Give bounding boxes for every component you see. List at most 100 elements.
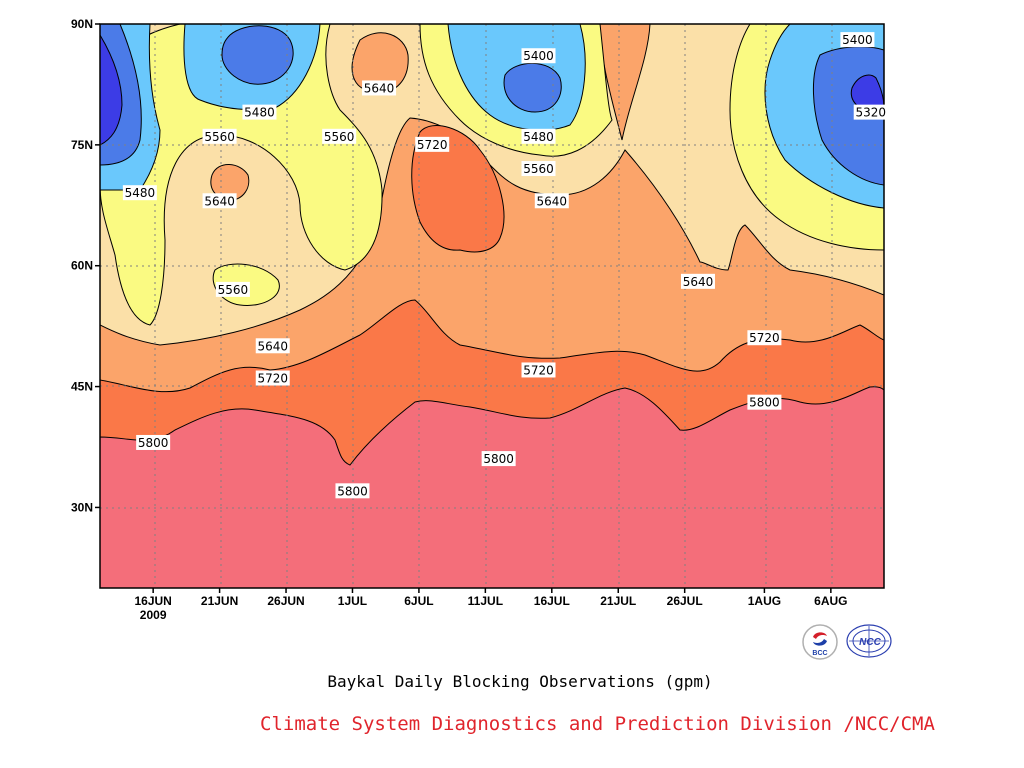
contour-label-text: 5800 (337, 484, 368, 498)
contour-label-text: 5800 (138, 436, 169, 450)
band-lt5320-right (850, 74, 884, 109)
contour-label-box (136, 434, 171, 450)
contour-label-box (747, 330, 782, 346)
contour-label-text: 5480 (125, 186, 156, 200)
x-tick-label: 16JUL (534, 594, 570, 608)
contour-label-text: 5400 (842, 33, 873, 47)
contour-labels: 5800 5800 5800 5800 5720 5720 5720 5720 5640 5640… (122, 32, 888, 499)
contour-label-box (362, 80, 397, 96)
contour-label: 5480 (242, 104, 277, 120)
y-tick-label: 30N (71, 500, 93, 514)
y-axis: 30N 45N 60N 75N 90N (71, 17, 100, 514)
x-tick-label: 26JUN (267, 594, 304, 608)
contour-label: 5400 (840, 32, 875, 48)
contour-label-box (202, 128, 237, 144)
y-tick-label: 45N (71, 380, 93, 394)
contour-fills (100, 24, 884, 588)
contour-label: 5640 (255, 338, 290, 354)
contour-label-text: 5560 (204, 130, 235, 144)
contour-label-box (521, 362, 556, 378)
contour-label-box (335, 483, 370, 499)
y-tick-label: 60N (71, 259, 93, 273)
contour-label-box (255, 338, 290, 354)
contour-label: 5800 (335, 483, 370, 499)
contour-label-box (202, 193, 237, 209)
x-tick-label: 11JUL (468, 594, 503, 608)
x-tick-label: 21JUL (600, 594, 636, 608)
contour-label: 5720 (747, 330, 782, 346)
contour-label-text: 5720 (523, 363, 554, 377)
contour-label-box (122, 185, 157, 201)
contour-label-text: 5800 (483, 452, 514, 466)
contour-label-box (521, 161, 556, 177)
contour-label-text: 5320 (855, 106, 886, 120)
ncc-logo: NCC (845, 623, 893, 659)
contour-label: 5400 (521, 48, 556, 64)
contour-label-text: 5640 (257, 339, 288, 353)
contour-label: 5560 (521, 161, 556, 177)
contour-label: 5720 (415, 136, 450, 152)
contour-label: 5800 (747, 394, 782, 410)
contour-label-box (534, 193, 569, 209)
x-tick-label: 21JUN (201, 594, 238, 608)
contour-label: 5320 (853, 104, 888, 120)
y-tick-label: 90N (71, 17, 93, 31)
band-5640-5720-nub2 (210, 164, 250, 201)
contour-label: 5560 (202, 128, 237, 144)
contour-label-text: 5480 (523, 130, 554, 144)
contour-label-box (840, 32, 875, 48)
band-lt5320-left (100, 34, 123, 146)
x-tick-label: 26JUL (667, 594, 703, 608)
x-axis-year-label: 2009 (140, 608, 167, 622)
contour-label: 5800 (481, 451, 516, 467)
contour-label-box (322, 128, 357, 144)
x-tick-label: 6JUL (404, 594, 433, 608)
y-tick-label: 75N (71, 138, 93, 152)
contour-label-text: 5400 (523, 49, 554, 63)
band-gt5800 (100, 386, 884, 588)
contour-label-text: 5640 (537, 194, 568, 208)
ncc-logo-text: NCC (859, 637, 881, 648)
grid (100, 24, 884, 588)
contour-label-text: 5720 (749, 331, 780, 345)
contour-label-text: 5720 (417, 138, 448, 152)
contour-label-box (680, 273, 715, 289)
contour-label-text: 5560 (324, 130, 355, 144)
contour-label: 5640 (362, 80, 397, 96)
contour-label: 5640 (534, 193, 569, 209)
contour-label: 5480 (122, 185, 157, 201)
contour-label: 5800 (136, 434, 171, 450)
bcc-logo: BCC (801, 623, 839, 661)
plot-frame (99, 23, 885, 589)
contour-label: 5560 (215, 281, 250, 297)
contour-label: 5640 (680, 273, 715, 289)
contour-label-box (415, 136, 450, 152)
band-5320-5400-topleft (221, 25, 294, 85)
x-tick-label: 16JUN (134, 594, 171, 608)
contour-label-text: 5640 (364, 81, 395, 95)
x-tick-label: 1JUL (338, 594, 367, 608)
band-5640-5720-nub1 (351, 32, 409, 93)
contour-label-box (481, 451, 516, 467)
x-tick-label: 6AUG (814, 594, 847, 608)
contour-label-text: 5560 (523, 162, 554, 176)
contour-label: 5720 (255, 370, 290, 386)
contour-label-text: 5640 (204, 194, 235, 208)
contour-label-box (255, 370, 290, 386)
contour-label: 5560 (322, 128, 357, 144)
contour-label-box (215, 281, 250, 297)
bcc-logo-text: BCC (812, 650, 827, 657)
x-axis: 16JUN 21JUN 26JUN 1JUL 6JUL 11JUL 16JUL 21JUL 26… (134, 588, 848, 608)
contour-label: 5480 (521, 128, 556, 144)
contour-label: 5720 (521, 362, 556, 378)
chart-title: Baykal Daily Blocking Observations (gpm) (327, 672, 713, 691)
band-5480-5560-left (100, 24, 383, 326)
band-5720-5800-blob (411, 125, 505, 253)
contour-label-box (853, 104, 888, 120)
footer-credit: Climate System Diagnostics and Predictio… (260, 713, 935, 735)
contour-label-text: 5480 (244, 106, 275, 120)
contour-label-text: 5640 (683, 275, 714, 289)
band-5320-5400-center (503, 62, 562, 113)
contour-label-text: 5560 (218, 283, 249, 297)
